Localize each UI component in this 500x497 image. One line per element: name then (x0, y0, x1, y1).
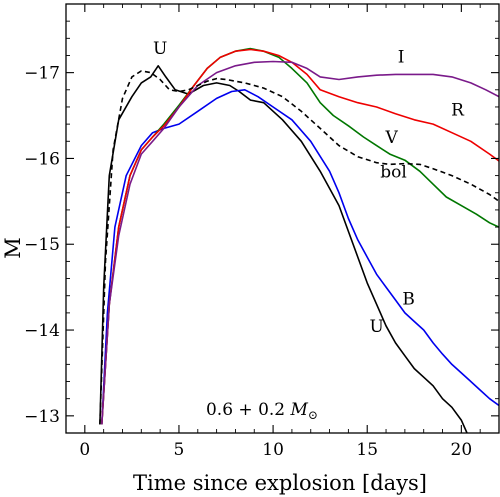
plot-frame (65, 3, 500, 434)
y-tick-label: −17 (24, 64, 60, 84)
series-line-I (101, 60, 499, 425)
series-label-V: V (385, 128, 399, 148)
mass-annotation: 0.6 + 0.2 M⊙ (206, 400, 318, 422)
x-tick-label: 20 (451, 440, 473, 460)
x-axis-label: Time since explosion [days] (133, 471, 427, 495)
y-tick-label: −16 (24, 149, 60, 169)
series-line-R (101, 48, 499, 425)
y-tick-label: −15 (24, 235, 60, 255)
series-layer (99, 47, 499, 433)
x-tick-label: 0 (79, 440, 90, 460)
series-label-U: U (153, 39, 167, 59)
y-tick-label: −13 (24, 407, 60, 427)
y-axis-label: M (1, 237, 25, 259)
series-label-B: B (402, 289, 415, 309)
x-tick-label: 10 (262, 440, 284, 460)
series-label-U: U (369, 317, 383, 337)
series-label-I: I (398, 47, 405, 67)
series-label-R: R (451, 101, 465, 121)
x-tick-label: 5 (174, 440, 185, 460)
axis-ticks: 0 5 10 15 20 −13 −14 −15 −16 −17 (24, 3, 500, 460)
series-line-V (101, 47, 499, 425)
x-tick-label: 15 (356, 440, 378, 460)
y-tick-label: −14 (24, 321, 60, 341)
series-line-U (99, 65, 468, 433)
series-line-bol (99, 70, 499, 425)
plot-border (65, 3, 500, 434)
series-label-bol: bol (380, 162, 407, 182)
